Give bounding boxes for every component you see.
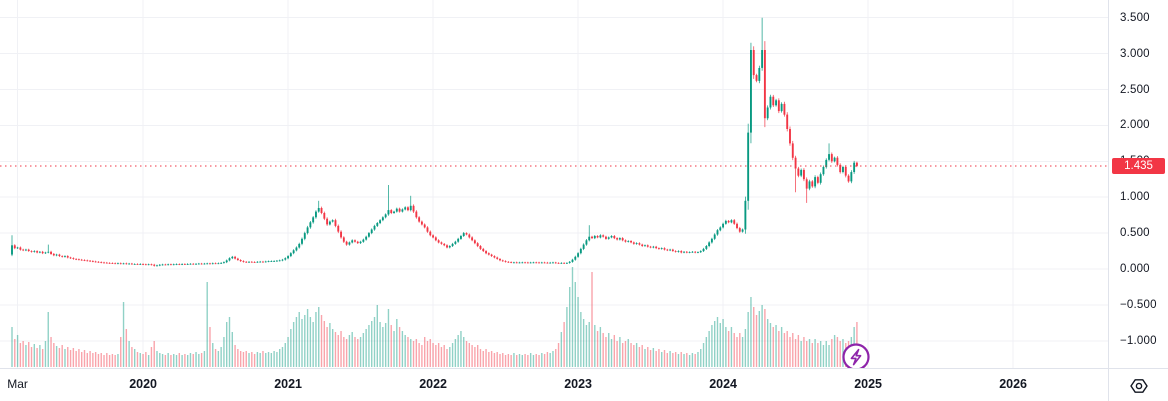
price-axis-label: 2.000: [1120, 119, 1150, 132]
time-axis-label-2024: 2024: [709, 377, 737, 391]
time-axis-label-mar: Mar: [7, 377, 28, 391]
price-axis-label: 2.500: [1120, 83, 1150, 96]
price-axis-label: 3.000: [1120, 47, 1150, 60]
time-axis[interactable]: Mar 2020 2021 2022 2023 2024 2025 2026: [0, 368, 1108, 401]
last-price-label: 1.435: [1112, 158, 1165, 174]
time-axis-label-2026: 2026: [999, 377, 1027, 391]
grid-layer: [0, 0, 1108, 368]
candles: [11, 17, 858, 267]
price-axis-label: 0.500: [1120, 227, 1150, 240]
chart-pane[interactable]: [0, 0, 1108, 368]
time-axis-label-2025: 2025: [854, 377, 882, 391]
boost-icon[interactable]: [842, 343, 870, 369]
price-axis-label: 0.000: [1120, 263, 1150, 275]
price-axis-label: −0.500: [1120, 298, 1157, 311]
time-axis-label-2023: 2023: [564, 377, 592, 391]
volume-bars: [11, 267, 858, 367]
price-axis-label: 3.500: [1120, 11, 1150, 24]
axis-settings-button[interactable]: [1108, 368, 1168, 401]
time-axis-label-2020: 2020: [129, 377, 157, 391]
time-axis-label-2022: 2022: [419, 377, 447, 391]
candlestick-chart[interactable]: [0, 0, 1108, 368]
price-axis-label: −1.000: [1120, 334, 1157, 347]
hexagon-settings-icon: [1130, 378, 1148, 393]
time-axis-label-2021: 2021: [274, 377, 302, 391]
price-axis[interactable]: 1.435 3.5003.0002.5002.0001.5001.0000.50…: [1108, 0, 1168, 368]
price-axis-label: 1.000: [1120, 191, 1150, 204]
